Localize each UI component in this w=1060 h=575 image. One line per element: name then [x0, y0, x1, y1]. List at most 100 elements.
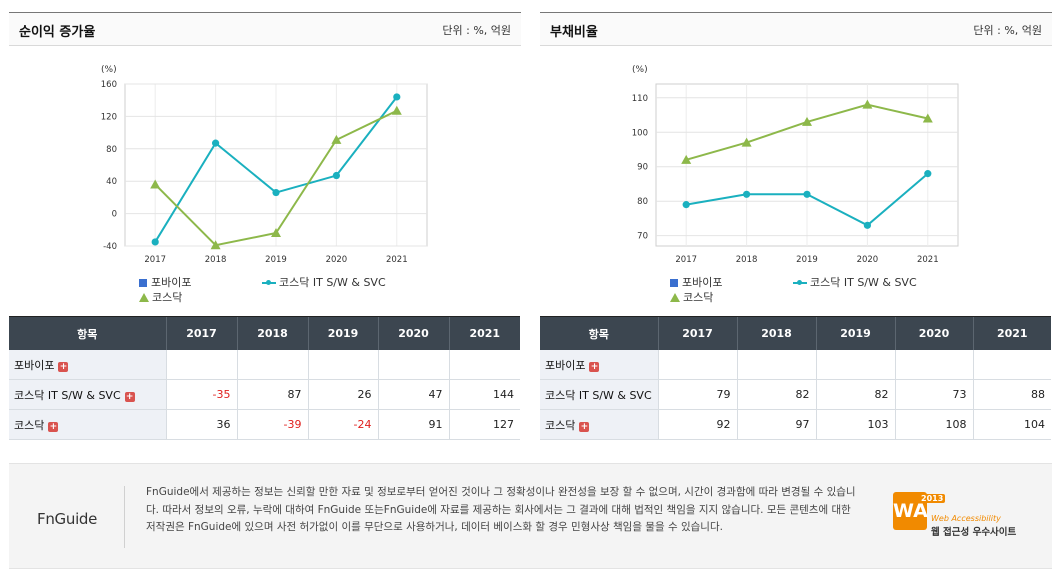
- legend-label: 코스닥: [683, 291, 714, 304]
- table-row: 코스닥 + 92 97 103 108 104: [540, 409, 1051, 440]
- x-tick-label: 2018: [736, 255, 758, 265]
- x-tick-label: 2019: [265, 255, 287, 265]
- table-cell: 88: [972, 379, 1051, 410]
- column-header-year: 2019: [815, 316, 895, 350]
- column-header-year: 2018: [736, 316, 816, 350]
- data-point-circle: [151, 238, 159, 246]
- data-point-triangle: [150, 179, 161, 189]
- expand-plus-icon[interactable]: +: [124, 391, 135, 402]
- badge-subtitle: Web Accessibility: [931, 514, 1001, 523]
- row-label-text: 포바이포: [545, 358, 586, 372]
- table-cell: [448, 350, 520, 380]
- unit-label: 단위 : %, 억원: [973, 24, 1042, 37]
- data-point-triangle: [741, 137, 752, 147]
- row-label-text: 포바이포: [14, 358, 55, 372]
- data-point-triangle: [922, 113, 933, 123]
- data-point-triangle: [862, 99, 873, 109]
- expand-plus-icon[interactable]: +: [58, 361, 69, 372]
- data-point-circle: [803, 190, 811, 198]
- data-point-circle: [924, 170, 932, 178]
- panel-net-income-growth: 순이익 증가율 단위 : %, 억원 2017 2018 2019 2020 2021 -…: [9, 12, 521, 318]
- circle-line-marker-icon: [793, 279, 807, 287]
- table-cell: 73: [894, 379, 973, 410]
- table-cell: 79: [657, 379, 737, 410]
- row-label: 코스닥 +: [9, 409, 166, 440]
- circle-line-marker-icon: [262, 279, 276, 287]
- table-cell: 144: [448, 379, 520, 410]
- row-label-text: 코스닥: [545, 418, 576, 432]
- table-row: 포바이포 +: [9, 350, 520, 380]
- legend-label: 코스닥 IT S/W & SVC: [279, 276, 386, 289]
- legend-item-kosdaq[interactable]: 코스닥: [670, 289, 713, 305]
- table-cell: -39: [236, 409, 308, 440]
- x-tick-label: 2021: [386, 255, 408, 265]
- y-tick-label: 100: [632, 128, 648, 138]
- y-unit-label: (%): [632, 65, 648, 75]
- triangle-marker-icon: [139, 293, 149, 302]
- table-cell: [236, 350, 308, 380]
- row-label: 코스닥 IT S/W & SVC: [540, 379, 658, 410]
- y-tick-label: 160: [101, 80, 117, 90]
- web-accessibility-badge[interactable]: WA 2013 Web Accessibility 웹 접근성 우수사이트: [893, 492, 1043, 542]
- table-row: 코스닥 IT S/W & SVC 79 82 82 73 88: [540, 379, 1051, 410]
- table-row: 포바이포 +: [540, 350, 1051, 380]
- column-header: 항목: [540, 316, 658, 350]
- table-cell: [657, 350, 737, 380]
- legend-label: 포바이포: [682, 276, 723, 289]
- legend-label: 코스닥 IT S/W & SVC: [810, 276, 917, 289]
- line-chart: 2017 2018 2019 2020 2021 70 80 90 100 110 (%): [632, 65, 959, 265]
- y-tick-label: 0: [112, 210, 117, 220]
- data-point-circle: [393, 93, 401, 101]
- row-label-text: 코스닥: [14, 418, 45, 432]
- table-header-row: 항목 2017 2018 2019 2020 2021: [9, 316, 520, 350]
- square-marker-icon: [139, 279, 147, 287]
- data-point-triangle: [331, 134, 342, 144]
- table-cell: -24: [307, 409, 378, 440]
- chart-area: 2017 2018 2019 2020 2021 -40 0 40 80 120 160 (%) 포바…: [9, 46, 521, 318]
- table-cell: [736, 350, 816, 380]
- triangle-marker-icon: [670, 293, 680, 302]
- table-cell: 91: [377, 409, 449, 440]
- table-cell: 104: [972, 409, 1051, 440]
- data-table-debt-ratio: 항목 2017 2018 2019 2020 2021 포바이포 + 코스닥 IT…: [540, 316, 1051, 440]
- column-header-year: 2021: [448, 316, 520, 350]
- legend-item-company[interactable]: 포바이포: [139, 274, 191, 290]
- badge-name: 웹 접근성 우수사이트: [931, 527, 1017, 538]
- line-chart: 2017 2018 2019 2020 2021 -40 0 40 80 120 160 (%): [101, 65, 428, 265]
- column-header: 항목: [9, 316, 166, 350]
- table-cell: 47: [377, 379, 449, 410]
- table-cell: [815, 350, 895, 380]
- x-tick-label: 2020: [857, 255, 879, 265]
- x-tick-label: 2020: [326, 255, 348, 265]
- table-cell: 108: [894, 409, 973, 440]
- y-tick-label: 90: [637, 163, 648, 173]
- x-tick-label: 2017: [675, 255, 697, 265]
- footer: FnGuide FnGuide에서 제공하는 정보는 신뢰할 만한 자료 및 정…: [9, 463, 1052, 569]
- expand-plus-icon[interactable]: +: [589, 361, 600, 372]
- panel-title: 순이익 증가율: [19, 25, 96, 40]
- column-header-year: 2021: [972, 316, 1051, 350]
- y-tick-label: -40: [103, 242, 117, 252]
- table-cell: [307, 350, 378, 380]
- expand-plus-icon[interactable]: +: [579, 421, 590, 432]
- expand-plus-icon[interactable]: +: [48, 421, 59, 432]
- unit-label: 단위 : %, 억원: [442, 24, 511, 37]
- panel-header: 부채비율 단위 : %, 억원: [540, 12, 1052, 46]
- fnguide-logo[interactable]: FnGuide: [37, 510, 97, 528]
- x-tick-label: 2021: [917, 255, 939, 265]
- row-label-text: 코스닥 IT S/W & SVC: [14, 388, 121, 402]
- chart-area: 2017 2018 2019 2020 2021 70 80 90 100 110 (%) 포바이포…: [540, 46, 1052, 318]
- data-point-circle: [682, 201, 690, 209]
- data-point-circle: [863, 221, 871, 229]
- y-tick-label: 120: [101, 112, 117, 122]
- legend-item-sector[interactable]: 코스닥 IT S/W & SVC: [793, 274, 917, 290]
- disclaimer-text: FnGuide에서 제공하는 정보는 신뢰할 만한 자료 및 정보로부터 얻어진…: [146, 486, 856, 533]
- column-header-year: 2020: [894, 316, 973, 350]
- panel-title: 부채비율: [550, 25, 598, 40]
- legend-item-company[interactable]: 포바이포: [670, 274, 722, 290]
- chart-legend: 포바이포 코스닥 IT S/W & SVC 코스닥: [670, 274, 1050, 308]
- data-point-triangle: [210, 240, 221, 250]
- legend-item-sector[interactable]: 코스닥 IT S/W & SVC: [262, 274, 386, 290]
- table-header-row: 항목 2017 2018 2019 2020 2021: [540, 316, 1051, 350]
- legend-item-kosdaq[interactable]: 코스닥: [139, 289, 182, 305]
